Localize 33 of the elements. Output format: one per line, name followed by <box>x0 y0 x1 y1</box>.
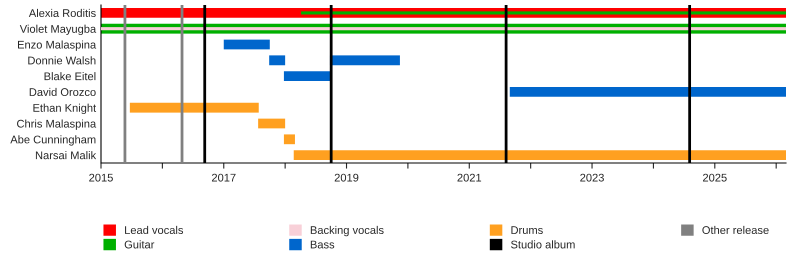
x-tick-label: 2019 <box>334 174 358 182</box>
legend-label: Drums <box>511 226 543 234</box>
bar <box>224 40 270 50</box>
y-tick-label: Chris Malaspina <box>17 119 96 130</box>
bar <box>269 55 286 66</box>
legend-label: Studio album <box>511 240 575 248</box>
bar <box>130 102 259 113</box>
legend-label: Lead vocals <box>125 226 184 234</box>
y-tick-label: Narsai Malik <box>36 151 96 160</box>
x-tick-label: 2023 <box>580 174 604 182</box>
bar <box>284 71 332 81</box>
legend-label: Bass <box>310 240 334 248</box>
bar <box>294 150 786 160</box>
x-tick-label: 2017 <box>212 174 236 182</box>
bar <box>510 87 786 97</box>
y-tick-label: Ethan Knight <box>33 104 96 114</box>
y-tick-label: Enzo Malaspina <box>18 40 96 51</box>
y-tick-label: Abe Cunningham <box>10 135 96 146</box>
y-tick-label: David Orozco <box>30 88 96 96</box>
legend-label: Guitar <box>124 240 154 248</box>
legend-label: Backing vocals <box>310 226 384 236</box>
bar <box>101 27 786 30</box>
x-tick-label: 2021 <box>457 174 482 182</box>
x-tick-label: 2025 <box>703 174 727 182</box>
y-tick-label: Alexia Roditis <box>28 8 96 18</box>
x-tick-label: 2015 <box>89 174 113 182</box>
y-tick-label: Donnie Walsh <box>28 56 96 64</box>
bar <box>284 134 295 144</box>
legend-label: Other release <box>702 226 769 234</box>
bar <box>330 55 400 66</box>
y-tick-label: Violet Mayugba <box>20 24 96 36</box>
bar <box>258 118 286 128</box>
y-tick-label: Blake Eitel <box>44 72 96 80</box>
